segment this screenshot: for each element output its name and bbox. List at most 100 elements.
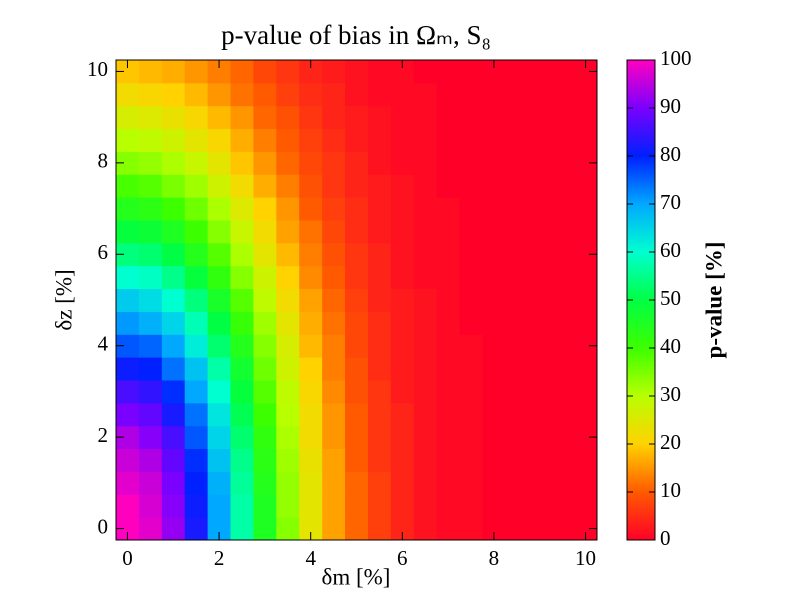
colorbar-tick-label: 100 [660, 46, 692, 70]
heat-cell [505, 288, 529, 312]
heat-cell [482, 242, 506, 267]
heat-cell [138, 402, 163, 427]
heat-cell [436, 311, 461, 335]
heat-cell [116, 425, 140, 450]
heat-cell [459, 448, 483, 472]
heat-cell [161, 471, 186, 495]
heat-cell [482, 220, 506, 244]
heat-cell [184, 128, 209, 152]
heat-cell [184, 265, 209, 290]
heat-cell [459, 82, 483, 107]
heat-cell [253, 242, 277, 267]
heat-cell [436, 448, 461, 472]
heat-cell [482, 105, 506, 130]
heat-cell [230, 242, 254, 267]
heat-cell [482, 174, 506, 198]
heat-cell [367, 197, 392, 221]
heat-cell [253, 128, 277, 152]
heat-cell [161, 242, 186, 267]
heat-cell [116, 128, 140, 152]
heat-cell [390, 197, 415, 221]
heat-cell [436, 357, 461, 381]
heat-cell [482, 60, 506, 84]
heat-cell [459, 60, 483, 84]
heat-cell [505, 471, 529, 495]
heat-cell [138, 128, 163, 152]
heat-cell [207, 197, 232, 221]
heat-cell [276, 402, 300, 427]
colorbar-tick-label: 10 [660, 478, 681, 502]
heat-cell [574, 242, 598, 267]
heat-cell [230, 265, 254, 290]
heat-cell [436, 334, 461, 358]
heat-cell [551, 380, 575, 404]
heat-cell [574, 174, 598, 198]
heat-cell [230, 60, 254, 84]
heat-cell [299, 82, 323, 107]
heat-cell [367, 174, 392, 198]
colorbar-tick-label: 90 [660, 94, 681, 118]
heat-cell [505, 402, 529, 427]
heat-cell [299, 380, 323, 404]
heat-cell [528, 334, 552, 358]
heat-cell [413, 402, 438, 427]
heat-cell [459, 128, 483, 152]
heat-cell [299, 128, 323, 152]
heat-cell [413, 242, 438, 267]
heat-cell [276, 288, 300, 312]
heat-cell [413, 334, 438, 358]
heat-cell [345, 494, 369, 518]
heat-cell [207, 288, 232, 312]
heat-cell [436, 380, 461, 404]
heat-cell [436, 220, 461, 244]
heat-cell [505, 494, 529, 518]
heat-cell [322, 448, 346, 472]
heat-cell [390, 311, 415, 335]
heat-cell [161, 494, 186, 518]
heat-cell [574, 265, 598, 290]
heat-cell [276, 151, 300, 175]
heat-cell [230, 311, 254, 335]
colorbar-tick-label: 0 [660, 526, 671, 550]
heat-cell [230, 380, 254, 404]
heat-cell [413, 494, 438, 518]
heat-cell [413, 174, 438, 198]
heat-cell [367, 265, 392, 290]
heat-cell [436, 60, 461, 84]
heat-cell [528, 60, 552, 84]
heat-cell [184, 517, 209, 541]
heat-cell [207, 242, 232, 267]
heat-cell [207, 265, 232, 290]
heat-cell [574, 334, 598, 358]
heat-cell [436, 288, 461, 312]
heat-cell [161, 60, 186, 84]
heat-cell [390, 128, 415, 152]
heat-cell [459, 242, 483, 267]
heat-cell [505, 334, 529, 358]
heat-cell [276, 448, 300, 472]
heat-cell [528, 197, 552, 221]
heat-cell [161, 357, 186, 381]
heat-cell [345, 151, 369, 175]
heat-cell [505, 82, 529, 107]
heat-cell [230, 494, 254, 518]
heat-cell [551, 265, 575, 290]
heat-cell [574, 471, 598, 495]
heat-cell [138, 197, 163, 221]
heat-cell [253, 105, 277, 130]
heat-cell [161, 517, 186, 541]
heat-cell [161, 425, 186, 450]
heat-cell [230, 517, 254, 541]
heat-cell [390, 174, 415, 198]
heat-cell [161, 311, 186, 335]
heat-cell [322, 288, 346, 312]
heat-cell [138, 265, 163, 290]
heat-cell [345, 220, 369, 244]
heat-cell [299, 448, 323, 472]
heat-cell [345, 197, 369, 221]
heat-cell [574, 494, 598, 518]
heat-cell [322, 471, 346, 495]
heat-cell [436, 128, 461, 152]
heat-cell [184, 82, 209, 107]
